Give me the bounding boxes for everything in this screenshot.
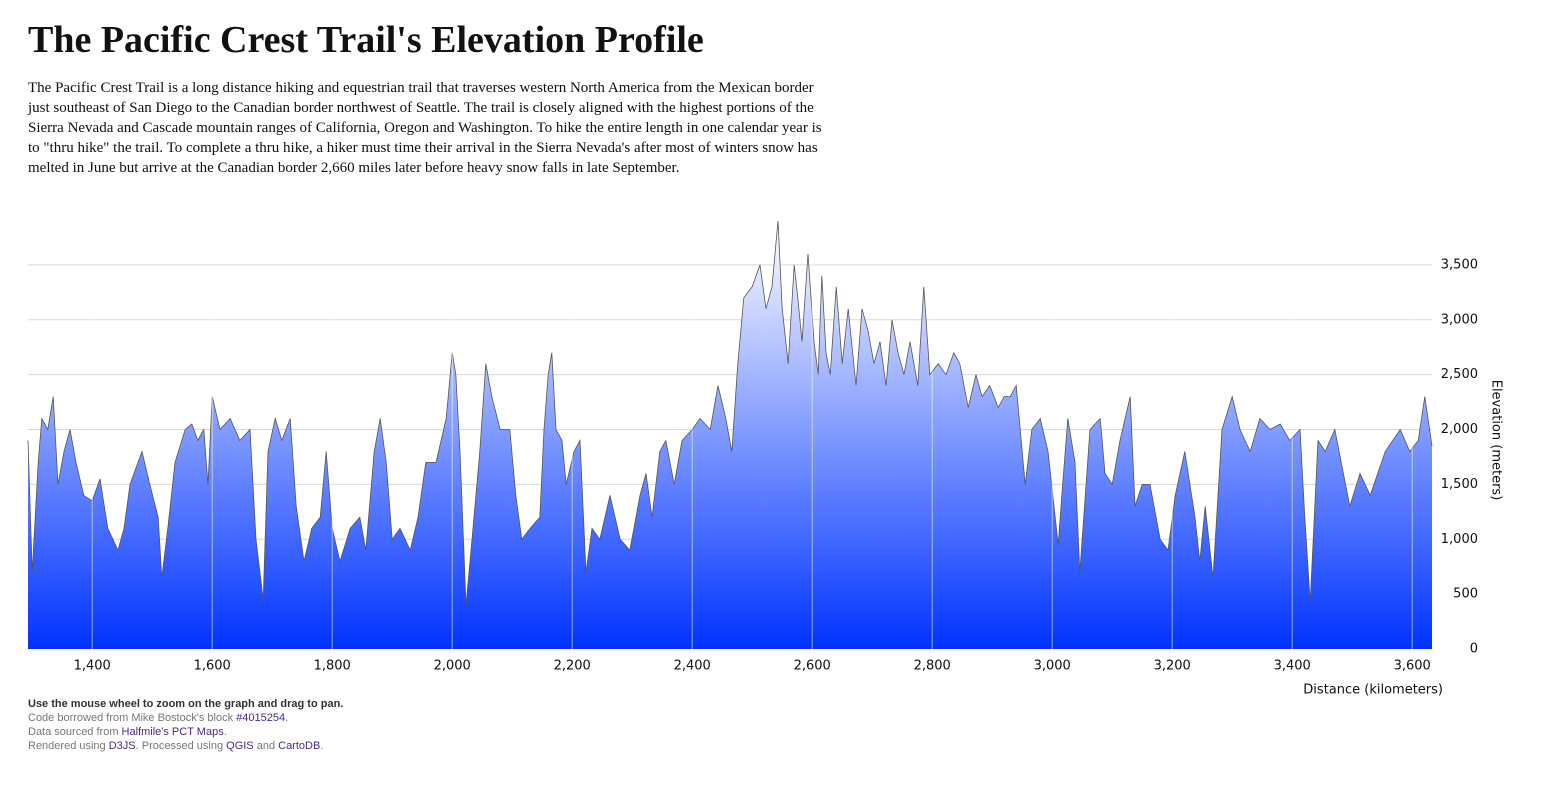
credit-text: Code borrowed from Mike Bostock's block (28, 712, 237, 724)
elevation-line (27, 220, 1433, 606)
chart: Distance (kilometers) Elevation (meters)… (27, 220, 1504, 698)
credit-line: Rendered using D3JS. Processed using QGI… (28, 739, 343, 753)
x-tick-label: 3,000 (1034, 659, 1071, 674)
credit-text: . (285, 712, 289, 724)
page-title: The Pacific Crest Trail's Elevation Prof… (28, 19, 704, 61)
elevation-area (28, 221, 1432, 649)
credit-line: Data sourced from Halfmile's PCT Maps. (28, 725, 343, 739)
x-tick-label: 3,400 (1274, 659, 1311, 674)
y-tick-label: 1,500 (1441, 477, 1478, 492)
y-tick-label: 0 (1470, 642, 1478, 657)
y-tick-label: 500 (1453, 587, 1478, 602)
credit-text: . Processed using (135, 740, 227, 752)
credit-link[interactable]: QGIS (226, 740, 254, 752)
y-tick-label: 2,500 (1441, 367, 1478, 382)
credit-text: Rendered using (28, 740, 109, 752)
credit-link[interactable]: Halfmile's PCT Maps (121, 726, 224, 738)
y-tick-label: 3,000 (1441, 312, 1478, 327)
y-axis-title: Elevation (meters) (1489, 380, 1504, 501)
credit-text: and (253, 740, 279, 752)
x-tick-label: 1,600 (194, 659, 231, 674)
y-tick-label: 2,000 (1441, 422, 1478, 437)
y-tick-label: 3,500 (1441, 257, 1478, 272)
x-tick-label: 2,000 (434, 659, 471, 674)
x-tick-label: 2,800 (914, 659, 951, 674)
x-tick-label: 2,400 (674, 659, 711, 674)
credit-line: Code borrowed from Mike Bostock's block … (28, 711, 343, 725)
x-tick-label: 2,200 (554, 659, 591, 674)
y-tick-label: 1,000 (1441, 532, 1478, 547)
credit-text: . (320, 740, 324, 752)
x-tick-label: 1,400 (74, 659, 111, 674)
credit-link[interactable]: #4015254 (236, 712, 286, 724)
x-axis-title: Distance (kilometers) (1303, 683, 1443, 698)
credit-text: . (223, 726, 227, 738)
credit-link[interactable]: D3JS (108, 740, 136, 752)
x-tick-label: 2,600 (794, 659, 831, 674)
x-tick-label: 3,200 (1154, 659, 1191, 674)
credit-text: Data sourced from (28, 726, 122, 738)
x-tick-label: 1,800 (314, 659, 351, 674)
instruction: Use the mouse wheel to zoom on the graph… (28, 698, 344, 710)
credit-link[interactable]: CartoDB (278, 740, 321, 752)
x-tick-label: 3,600 (1394, 659, 1431, 674)
description: The Pacific Crest Trail is a long distan… (28, 80, 822, 176)
footer: Use the mouse wheel to zoom on the graph… (28, 697, 343, 753)
